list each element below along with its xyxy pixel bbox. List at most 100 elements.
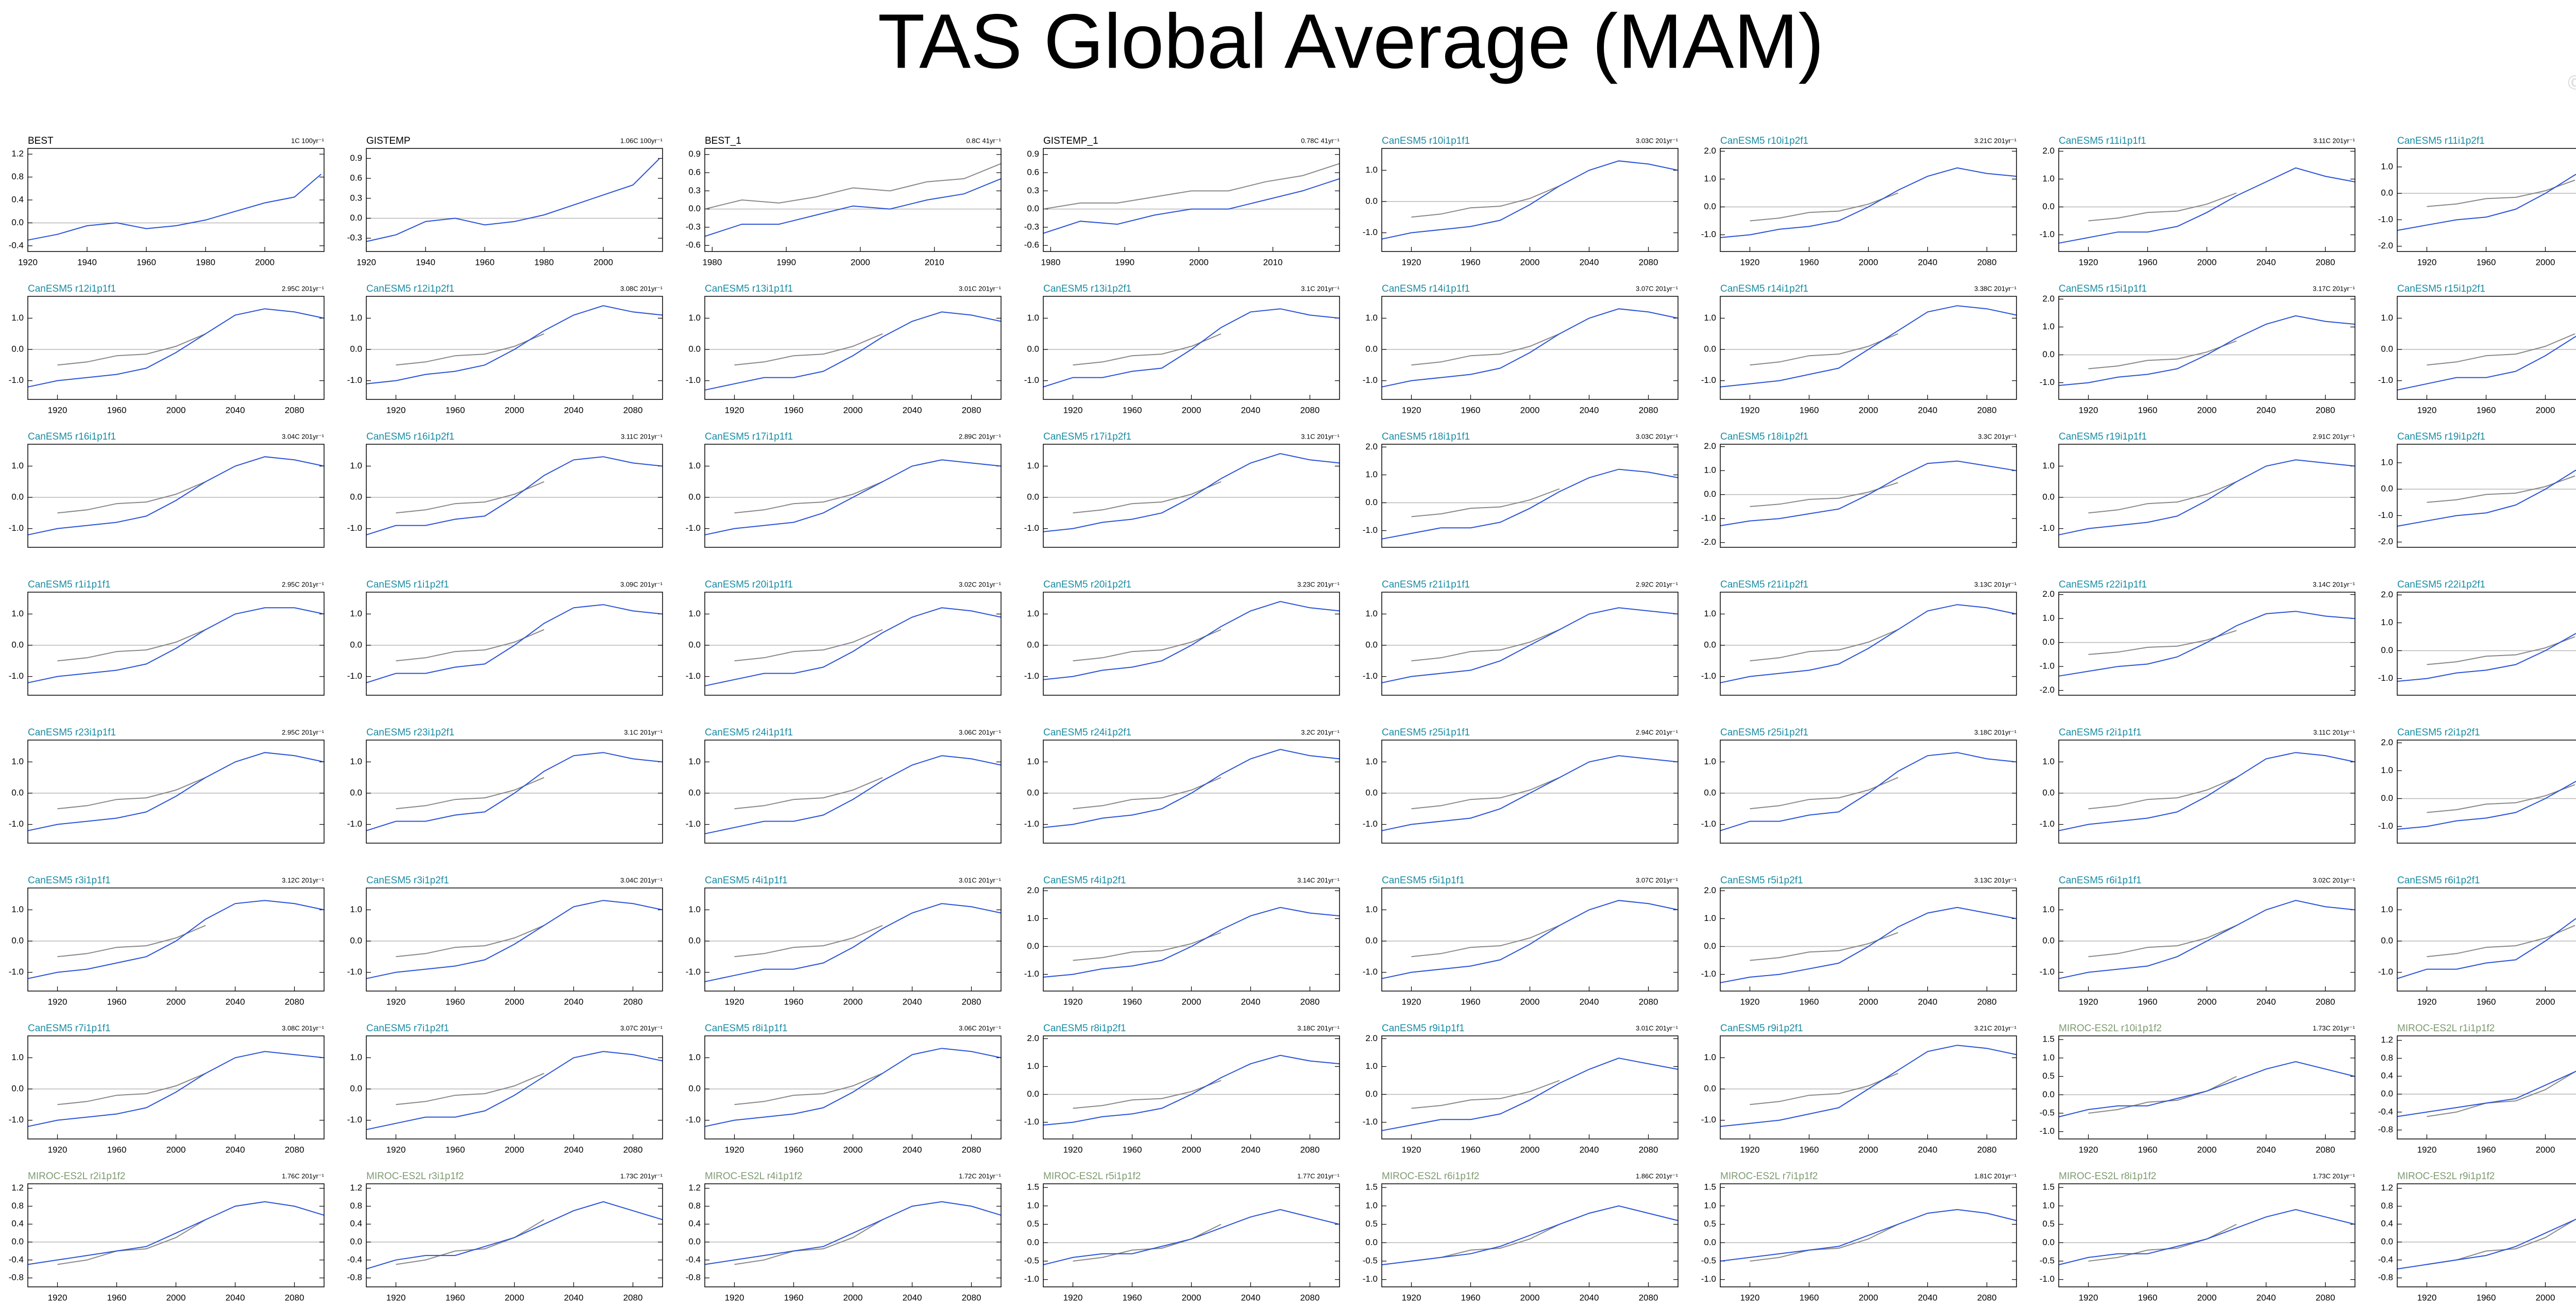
plot-frame — [366, 1035, 663, 1139]
plot-frame — [1720, 887, 2017, 992]
series-line — [1411, 629, 1560, 662]
y-tick-label: 1.0 — [2042, 322, 2055, 331]
series-line — [734, 481, 883, 514]
panel-title: CanESM5 r6i1p1f1 — [2059, 875, 2142, 886]
y-tick-label: -1.0 — [347, 671, 362, 681]
y-tick-label: -1.0 — [686, 523, 701, 533]
y-tick-label: 0.0 — [1027, 204, 1039, 213]
panel: CanESM5 r24i1p2f1 3.2C 201yr⁻¹ -1.0 0.0 1.0 — [1024, 727, 1340, 844]
y-tick-label: 0.0 — [1365, 497, 1378, 507]
plot-frame — [2397, 444, 2576, 548]
y-tick-label: 1.0 — [2042, 1200, 2055, 1210]
y-tick-label: -1.0 — [1363, 227, 1378, 237]
y-tick-label: -1.0 — [2378, 673, 2393, 683]
y-tick-label: 0.0 — [688, 344, 701, 354]
y-tick-label: 0.0 — [688, 936, 701, 946]
y-tick-label: 0.0 — [11, 217, 24, 227]
x-tick-label: 2040 — [1918, 405, 1938, 415]
x-tick-label: 1920 — [1402, 1145, 1421, 1154]
panel-title: CanESM5 r11i1p1f1 — [2059, 136, 2146, 146]
y-tick-label: 0.0 — [2042, 349, 2055, 359]
series-line — [1411, 925, 1560, 958]
y-tick-label: 0.0 — [11, 492, 24, 502]
x-tick-label: 2000 — [843, 997, 863, 1007]
x-tick-label: 2040 — [1918, 1145, 1938, 1154]
y-tick-label: 0.0 — [2381, 793, 2393, 803]
x-tick-label: 2040 — [1241, 997, 1261, 1007]
series-line — [2397, 1218, 2576, 1270]
x-tick-label: 1960 — [1800, 1145, 1819, 1154]
x-tick-label: 2040 — [1580, 1145, 1599, 1154]
panel: CanESM5 r23i1p2f1 3.1C 201yr⁻¹ -1.0 0.0 1.0 — [347, 727, 663, 844]
y-tick-label: -0.6 — [686, 240, 701, 250]
x-tick-label: 1920 — [2417, 257, 2437, 267]
x-tick-label: 2000 — [2197, 997, 2217, 1007]
panel: MIROC-ES2L r4i1p1f2 1.72C 201yr⁻¹ -0.8 -0.4… — [686, 1171, 1002, 1302]
y-tick-label: 0.0 — [1027, 788, 1039, 798]
x-tick-label: 2040 — [226, 405, 245, 415]
y-tick-label: -1.0 — [2040, 819, 2055, 829]
series-line — [2058, 752, 2355, 831]
x-tick-label: 2000 — [594, 257, 613, 267]
x-tick-label: 1980 — [1041, 257, 1060, 267]
series-line — [1043, 601, 1340, 680]
y-tick-label: 2.0 — [1704, 885, 1716, 895]
panel: CanESM5 r10i1p2f1 3.21C 201yr⁻¹ -1.0 0.0 1.0… — [1701, 136, 2017, 267]
panel: CanESM5 r19i1p1f1 2.91C 201yr⁻¹ -1.0 0.0 1.0 — [2040, 431, 2355, 548]
x-tick-label: 2000 — [1182, 997, 1201, 1007]
x-tick-label: 1920 — [1402, 1293, 1421, 1302]
x-tick-label: 2080 — [623, 997, 643, 1007]
panel-title: BEST — [28, 136, 54, 146]
plot-frame — [1720, 148, 2017, 252]
trend-label: 3.02C 201yr⁻¹ — [2313, 876, 2355, 884]
y-tick-label: 2.0 — [1365, 442, 1378, 451]
series-line — [1043, 308, 1340, 388]
panel: CanESM5 r2i1p1f1 3.11C 201yr⁻¹ -1.0 0.0 1.0 — [2040, 727, 2355, 844]
panel-title: CanESM5 r10i1p2f1 — [1720, 136, 1808, 146]
panel-title: CanESM5 r13i1p1f1 — [705, 283, 793, 294]
y-tick-label: -1.0 — [347, 967, 362, 977]
panel-title: MIROC-ES2L r6i1p1f2 — [1382, 1171, 1479, 1182]
panel: CanESM5 r11i1p2f13.16C 201yr⁻¹-2.0-1.00.… — [2378, 136, 2576, 267]
panel-title: CanESM5 r1i1p2f1 — [366, 579, 449, 590]
y-tick-label: -2.0 — [2040, 685, 2055, 695]
panel-title: CanESM5 r20i1p2f1 — [1043, 579, 1131, 590]
x-tick-label: 1920 — [2417, 1145, 2437, 1154]
y-tick-label: -1.0 — [1024, 671, 1039, 681]
y-tick-label: 1.0 — [1365, 1200, 1378, 1210]
panel-title: CanESM5 r11i1p2f1 — [2397, 136, 2485, 146]
panel-title: MIROC-ES2L r5i1p1f2 — [1043, 1171, 1141, 1182]
y-tick-label: 1.0 — [2381, 617, 2393, 627]
panel: CanESM5 r21i1p2f1 3.13C 201yr⁻¹ -1.0 0.0 1.0 — [1701, 579, 2017, 696]
y-tick-label: 1.0 — [1704, 1200, 1716, 1210]
x-tick-label: 2000 — [1859, 405, 1878, 415]
y-tick-label: 1.0 — [2042, 1052, 2055, 1062]
y-tick-label: -1.0 — [1024, 819, 1039, 829]
series-line — [704, 903, 1002, 982]
plot-frame — [1381, 444, 1679, 548]
series-line — [1411, 777, 1560, 810]
plot-frame — [1381, 148, 1679, 252]
y-tick-label: 0.0 — [1027, 941, 1039, 951]
series-line — [1750, 192, 1899, 222]
x-tick-label: 2040 — [2257, 1293, 2276, 1302]
series-line — [1720, 752, 2017, 831]
series-line — [1411, 1080, 1560, 1109]
y-tick-label: 1.0 — [2042, 174, 2055, 183]
trend-label: 0.8C 41yr⁻¹ — [966, 137, 1001, 144]
y-tick-label: -1.0 — [2378, 214, 2393, 224]
series-line — [57, 1072, 206, 1105]
plot-frame — [2058, 887, 2355, 992]
trend-label: 3.11C 201yr⁻¹ — [2313, 728, 2355, 736]
series-line — [366, 900, 663, 979]
series-line — [2058, 611, 2355, 677]
y-tick-label: 0.0 — [350, 492, 362, 502]
y-tick-label: 1.0 — [2381, 457, 2393, 467]
x-tick-label: 2040 — [564, 405, 584, 415]
panel-title: MIROC-ES2L r2i1p1f2 — [28, 1171, 125, 1182]
y-tick-label: 1.0 — [11, 1052, 24, 1062]
panel: CanESM5 r8i1p1f1 3.06C 201yr⁻¹ -1.0 0.0 1.0 1… — [686, 1023, 1002, 1154]
series-line — [1411, 185, 1560, 218]
series-line — [2397, 781, 2576, 830]
x-tick-label: 1920 — [725, 405, 744, 415]
